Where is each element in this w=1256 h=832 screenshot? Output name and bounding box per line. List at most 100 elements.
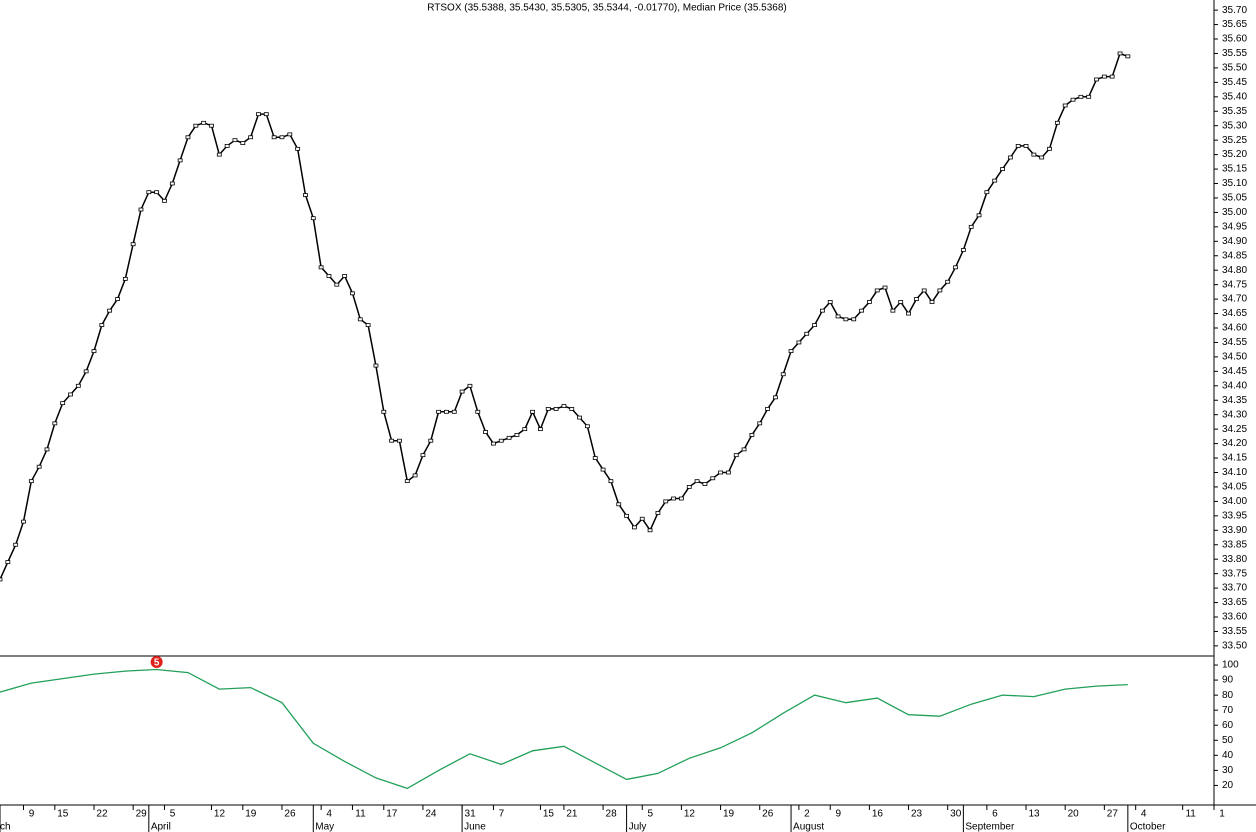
point-marker: [459, 389, 465, 394]
y-tick-label: 35.35: [1222, 106, 1247, 117]
y-tick-label: 34.00: [1222, 496, 1247, 507]
point-marker: [1000, 167, 1005, 171]
x-tick-label: 9: [29, 809, 35, 820]
y-tick-label: 40: [1222, 750, 1234, 761]
y-tick-label: 35.65: [1222, 19, 1247, 30]
month-label: ch: [0, 822, 11, 832]
x-tick-label: 5: [647, 809, 653, 820]
point-marker: [303, 193, 308, 197]
point-marker: [13, 542, 19, 547]
annotation-marker: [150, 656, 163, 669]
series-line: [0, 668, 1128, 790]
point-marker: [694, 479, 700, 484]
point-marker: [1031, 152, 1037, 157]
point-marker: [154, 190, 160, 195]
x-tick-label: 12: [214, 809, 226, 820]
annotation-label: 5: [154, 658, 160, 669]
y-tick-label: 35.50: [1222, 63, 1247, 74]
point-marker: [929, 300, 935, 304]
y-tick-label: 80: [1222, 690, 1234, 701]
point-marker: [710, 476, 716, 481]
point-marker: [1070, 97, 1076, 102]
point-marker: [224, 144, 230, 148]
y-tick-label: 34.10: [1222, 467, 1247, 478]
point-marker: [749, 433, 755, 437]
y-tick-label: 34.45: [1222, 366, 1247, 377]
y-tick-label: 35.00: [1222, 207, 1247, 218]
y-tick-label: 35.15: [1222, 164, 1247, 175]
point-marker: [404, 479, 410, 484]
y-tick-label: 34.35: [1222, 395, 1247, 406]
point-marker: [616, 502, 622, 507]
x-tick-label: 26: [284, 809, 296, 820]
y-tick-label: 34.30: [1222, 409, 1247, 420]
point-marker: [804, 331, 810, 336]
y-tick-label: 33.90: [1222, 525, 1247, 536]
point-marker: [726, 470, 731, 475]
point-marker: [1054, 120, 1060, 125]
point-marker: [514, 433, 520, 437]
y-tick-label: 35.70: [1222, 5, 1247, 16]
y-tick-label: 34.20: [1222, 438, 1247, 449]
point-marker: [592, 456, 598, 460]
y-tick-label: 33.75: [1222, 568, 1247, 579]
point-marker: [0, 577, 3, 582]
point-marker: [874, 288, 880, 293]
point-marker: [1094, 77, 1099, 82]
point-marker: [522, 427, 528, 432]
x-tick-label: 11: [1185, 809, 1196, 820]
y-tick-label: 35.05: [1222, 193, 1247, 204]
point-marker: [913, 297, 919, 302]
y-tick-label: 34.70: [1222, 294, 1247, 305]
point-marker: [733, 453, 739, 458]
point-marker: [491, 441, 496, 446]
point-marker: [569, 407, 575, 411]
point-marker: [1117, 51, 1123, 56]
x-tick-label: 13: [1028, 809, 1040, 820]
point-marker: [827, 300, 833, 304]
x-tick-label: 5: [170, 809, 176, 820]
y-tick-label: 35.45: [1222, 77, 1247, 88]
point-marker: [679, 496, 684, 501]
y-tick-label: 30: [1222, 765, 1234, 776]
point-marker: [287, 132, 293, 137]
point-marker: [757, 421, 763, 426]
point-marker: [632, 525, 637, 530]
point-marker: [953, 265, 958, 270]
point-marker: [585, 424, 590, 429]
point-marker: [412, 473, 418, 478]
point-marker: [115, 297, 120, 302]
point-marker: [655, 511, 661, 515]
y-tick-label: 34.25: [1222, 424, 1247, 435]
point-marker: [169, 181, 175, 186]
x-tick-label: 4: [1141, 809, 1147, 820]
point-marker: [1039, 155, 1045, 160]
point-marker: [334, 282, 340, 287]
point-marker: [318, 265, 324, 270]
point-marker: [373, 363, 379, 368]
point-marker: [209, 123, 214, 128]
x-tick-label: 19: [723, 809, 735, 820]
y-tick-label: 34.55: [1222, 337, 1247, 348]
point-marker: [357, 317, 363, 322]
point-marker: [545, 407, 551, 411]
point-marker: [984, 190, 990, 195]
y-tick-label: 34.80: [1222, 265, 1247, 276]
y-tick-label: 60: [1222, 720, 1234, 731]
point-marker: [1015, 144, 1021, 148]
y-tick-label: 34.95: [1222, 221, 1247, 232]
point-marker: [780, 372, 786, 377]
month-label: May: [315, 822, 334, 832]
point-marker: [256, 112, 261, 117]
x-tick-label: 28: [606, 809, 618, 820]
y-tick-label: 34.90: [1222, 236, 1247, 247]
point-marker: [968, 224, 974, 229]
point-marker: [216, 152, 222, 157]
y-tick-label: 34.60: [1222, 323, 1247, 334]
y-tick-label: 34.75: [1222, 279, 1247, 290]
point-marker: [1007, 155, 1013, 160]
point-marker: [898, 300, 904, 304]
point-marker: [600, 467, 606, 472]
chart-title: RTSOX (35.5388, 35.5430, 35.5305, 35.534…: [427, 3, 787, 14]
